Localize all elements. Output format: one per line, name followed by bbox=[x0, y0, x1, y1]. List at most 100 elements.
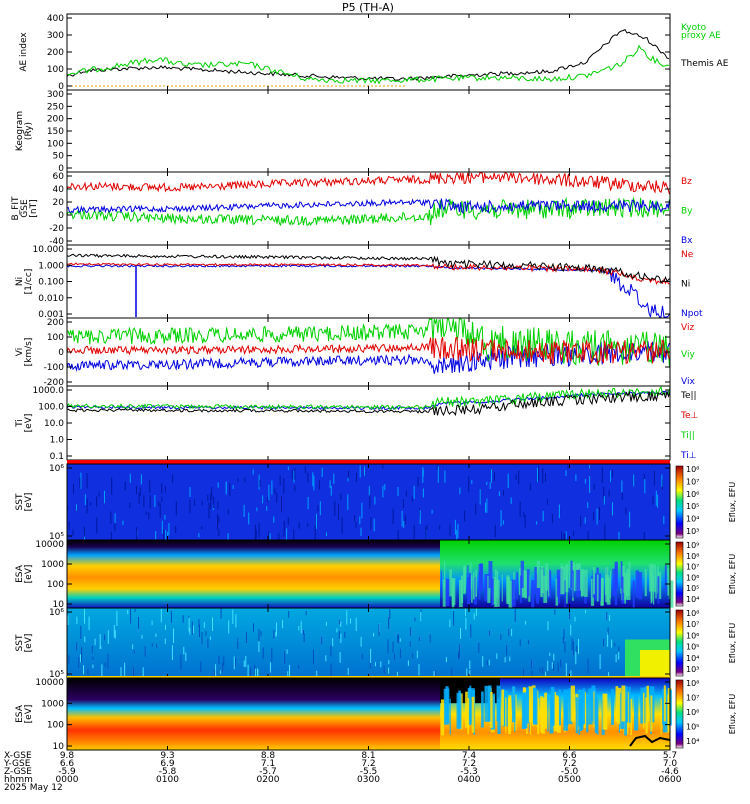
spec-streak bbox=[338, 630, 340, 639]
y-axis-label: [1/cc] bbox=[24, 269, 34, 295]
spec-streak bbox=[325, 622, 327, 626]
spec-streak bbox=[364, 466, 365, 476]
spec-streak bbox=[524, 515, 526, 528]
spec-streak bbox=[508, 580, 513, 608]
footer-value: 9.3 bbox=[160, 751, 174, 761]
spec-streak bbox=[638, 572, 643, 600]
y-tick-label: 0.1 bbox=[50, 452, 64, 462]
spec-streak bbox=[451, 668, 453, 683]
spec-streak bbox=[73, 483, 74, 494]
spec-streak bbox=[232, 609, 234, 624]
spec-streak bbox=[359, 516, 361, 525]
footer-value: 8.8 bbox=[261, 751, 276, 761]
spec-streak bbox=[254, 668, 256, 682]
spec-streak bbox=[456, 530, 458, 543]
footer-value: 0000 bbox=[56, 775, 79, 785]
footer-value: -5.5 bbox=[360, 767, 378, 777]
spec-streak bbox=[402, 499, 404, 508]
spec-streak bbox=[600, 577, 604, 605]
spec-streak bbox=[533, 688, 538, 725]
spec-streak bbox=[98, 492, 100, 497]
footer-value: 0600 bbox=[659, 775, 682, 785]
spec-streak bbox=[104, 490, 105, 504]
spec-streak bbox=[139, 487, 141, 497]
y-axis-label: Ti bbox=[15, 419, 25, 428]
spec-streak bbox=[611, 639, 613, 648]
spec-streak bbox=[529, 698, 531, 735]
spec-streak bbox=[316, 513, 317, 529]
spectrogram-bg bbox=[67, 608, 670, 678]
spec-streak bbox=[160, 608, 162, 623]
spec-streak bbox=[161, 520, 163, 534]
spec-streak bbox=[496, 579, 500, 607]
y-tick-label: 60 bbox=[53, 172, 65, 182]
spec-streak bbox=[565, 470, 567, 476]
spec-streak bbox=[233, 656, 235, 670]
spec-streak bbox=[627, 572, 631, 600]
spec-streak bbox=[630, 699, 632, 735]
spec-streak bbox=[608, 490, 610, 497]
spec-streak bbox=[501, 574, 503, 602]
y-axis-label: SST bbox=[15, 493, 25, 510]
spec-streak bbox=[646, 685, 650, 722]
spec-streak bbox=[276, 493, 278, 503]
colorbar-tick-label: 10⁶ bbox=[686, 631, 699, 640]
spec-streak bbox=[504, 657, 506, 663]
spec-streak bbox=[625, 507, 627, 515]
spec-streak bbox=[584, 517, 586, 524]
y-tick-label: 0 bbox=[58, 164, 64, 174]
spec-streak bbox=[418, 637, 420, 641]
spec-streak bbox=[460, 575, 464, 603]
spec-streak bbox=[68, 521, 70, 530]
spec-streak bbox=[551, 662, 553, 669]
spec-streak bbox=[189, 499, 191, 514]
spec-streak bbox=[254, 524, 256, 541]
colorbar-tick-label: 10⁷ bbox=[686, 694, 699, 703]
spec-streak bbox=[409, 641, 411, 647]
spec-streak bbox=[215, 664, 217, 677]
spec-streak bbox=[556, 569, 560, 597]
spec-streak bbox=[482, 656, 484, 667]
y-tick-label: 100 bbox=[47, 333, 64, 343]
spec-streak bbox=[354, 515, 355, 522]
spec-streak bbox=[594, 696, 598, 733]
spec-streak bbox=[273, 516, 275, 523]
spec-streak bbox=[611, 688, 614, 725]
spec-streak bbox=[294, 485, 296, 492]
spec-streak bbox=[457, 523, 459, 539]
spec-streak bbox=[164, 515, 166, 520]
spec-streak bbox=[144, 646, 146, 657]
series-ne bbox=[67, 262, 671, 285]
spec-streak bbox=[81, 647, 83, 662]
spec-streak bbox=[396, 671, 398, 679]
spec-streak bbox=[247, 664, 249, 677]
spec-streak bbox=[658, 571, 662, 599]
y-tick-label: 0 bbox=[58, 348, 64, 358]
spec-streak bbox=[473, 613, 475, 620]
spec-streak bbox=[284, 651, 286, 664]
spec-streak bbox=[210, 493, 212, 510]
spec-streak bbox=[339, 652, 341, 663]
spec-streak bbox=[171, 645, 173, 660]
spec-streak bbox=[397, 634, 399, 643]
spec-streak bbox=[447, 688, 450, 725]
spec-streak bbox=[511, 628, 513, 636]
y-axis-label: [nT] bbox=[29, 199, 39, 217]
spec-streak bbox=[508, 695, 512, 732]
colorbar-tick-label: 10⁸ bbox=[686, 679, 699, 688]
spec-streak bbox=[642, 692, 645, 729]
spec-streak bbox=[217, 501, 219, 509]
spec-streak bbox=[339, 620, 341, 625]
spec-streak bbox=[161, 496, 163, 503]
spec-streak bbox=[621, 576, 625, 604]
spec-streak bbox=[488, 659, 490, 666]
spec-streak bbox=[468, 476, 470, 493]
spectrogram-bg bbox=[67, 678, 440, 750]
spec-streak bbox=[536, 560, 540, 588]
spec-streak bbox=[596, 574, 599, 602]
spec-streak bbox=[458, 644, 460, 658]
spec-streak bbox=[218, 516, 220, 524]
spec-streak bbox=[133, 667, 134, 680]
spec-streak bbox=[140, 474, 142, 485]
